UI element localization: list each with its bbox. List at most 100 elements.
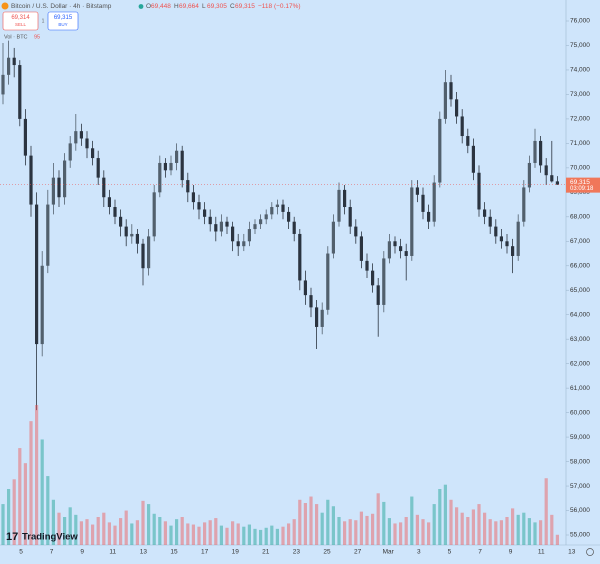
volume-bar [12,479,16,545]
volume-bar [107,522,111,545]
candle-body [348,207,352,227]
volume-bar [275,528,279,545]
volume-bar [135,520,139,545]
volume-bar [259,529,263,545]
candle-body [443,82,447,119]
y-tick-label: 57,000 [570,483,590,490]
sell-button[interactable] [2,11,39,31]
volume-bar [169,525,173,545]
candle-body [527,162,531,188]
change: −118 (−0.17%) [258,3,301,10]
candle-body [555,181,559,185]
y-tick-label: 68,000 [570,214,590,221]
buy-box[interactable]: 69,315 BUY [47,11,79,31]
volume-bar [494,521,498,545]
volume-bar [63,517,67,545]
volume-bar [281,526,285,545]
x-tick-label: 5 [448,549,452,556]
volume-bar [141,500,145,545]
volume-bar [427,522,431,545]
volume-bar [539,520,543,545]
volume-bar [46,476,50,545]
candle-body [85,138,89,149]
y-tick-label: 56,000 [570,507,590,514]
ohlc-label: L [202,3,206,10]
x-tick-label: 13 [140,549,148,556]
candle-body [315,307,319,327]
volume-bar [527,518,531,545]
candles [1,40,559,411]
candle-body [270,207,274,215]
ohlc-value: 69,305 [207,3,227,10]
candle-body [197,202,201,210]
volume-bar [511,508,515,545]
volume-bar [421,519,425,545]
x-tick-label: 19 [232,549,240,556]
x-tick-label: 27 [354,549,362,556]
volume-bar [225,527,229,545]
volume-bar [438,489,442,545]
x-tick-label: Mar [383,549,395,556]
last-price-box [566,177,600,193]
volume-bar [7,489,11,545]
volume-bar [410,496,414,545]
y-tick-label: 62,000 [570,360,590,367]
candle-body [35,204,39,345]
candle-body [180,150,184,181]
y-tick-label: 76,000 [570,18,590,25]
volume-bar [320,512,324,545]
candle-body [124,226,128,237]
volume-bar [236,523,240,545]
buy-button[interactable] [47,11,79,31]
volume-bar [186,523,190,545]
volume-bar [371,513,375,545]
sell-box[interactable]: 69,314 SELL [2,11,39,31]
candle-body [471,145,475,173]
volume-bar [152,513,156,545]
candle-body [208,216,212,225]
volume-bar [331,506,335,545]
ohlc-value: 69,315 [235,3,255,10]
candle-body [516,221,520,256]
candle-body [371,270,375,286]
settings-icon[interactable] [586,548,594,556]
candle-body [113,207,117,217]
candle-body [119,216,123,227]
x-tick-label: 11 [109,549,116,556]
volume-bar [516,514,520,545]
volume-bar [91,524,95,545]
candle-body [488,216,492,227]
volume-bar [113,525,117,545]
volume-bar [242,526,246,545]
volume-bar [119,518,123,545]
candle-body [247,229,251,242]
candle-body [130,233,134,237]
volume-bar [270,525,274,545]
candle-body [421,194,425,212]
volume-bar [449,499,453,545]
candle-body [298,233,302,281]
buy-label: BUY [58,22,67,27]
x-tick-label: 15 [170,549,178,556]
volume-bar [326,499,330,545]
volume-bar [130,523,134,545]
x-tick-label: 11 [538,549,545,556]
candle-body [219,221,223,232]
candle-body [404,251,408,256]
candle-body [331,221,335,254]
candle-body [320,309,324,327]
candle-body [186,180,190,193]
volume-bar [124,510,128,545]
volume-bar [298,499,302,545]
volume-name: Vol · BTC [4,34,28,40]
last-price-label: 69,315 [570,179,590,186]
volume-bar [231,521,235,545]
candle-body [74,131,78,144]
volume-bar [96,517,100,545]
volume-bar [343,521,347,545]
volume-bar [466,517,470,545]
volume-bar [214,518,218,545]
candle-body [96,158,100,178]
